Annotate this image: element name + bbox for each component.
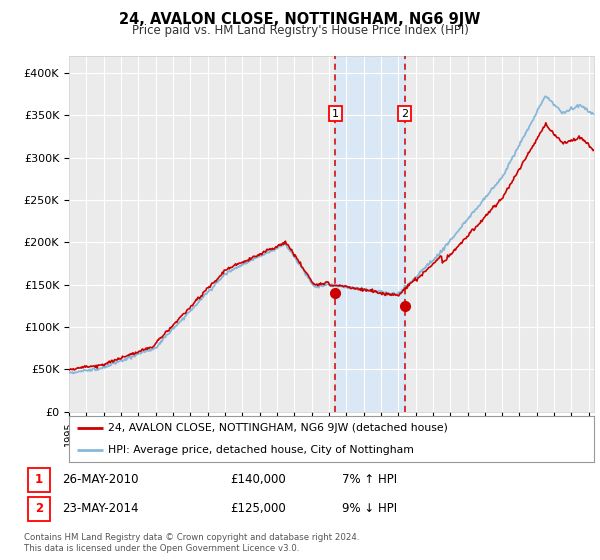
Text: 7% ↑ HPI: 7% ↑ HPI [342, 473, 397, 486]
Text: 2: 2 [401, 109, 409, 119]
Text: 24, AVALON CLOSE, NOTTINGHAM, NG6 9JW (detached house): 24, AVALON CLOSE, NOTTINGHAM, NG6 9JW (d… [109, 423, 448, 433]
Text: 26-MAY-2010: 26-MAY-2010 [62, 473, 139, 486]
FancyBboxPatch shape [28, 468, 50, 492]
Text: £125,000: £125,000 [230, 502, 286, 515]
Text: HPI: Average price, detached house, City of Nottingham: HPI: Average price, detached house, City… [109, 445, 414, 455]
Text: 1: 1 [332, 109, 339, 119]
Text: 1: 1 [35, 473, 43, 486]
FancyBboxPatch shape [28, 497, 50, 521]
Text: 9% ↓ HPI: 9% ↓ HPI [342, 502, 397, 515]
Text: 24, AVALON CLOSE, NOTTINGHAM, NG6 9JW: 24, AVALON CLOSE, NOTTINGHAM, NG6 9JW [119, 12, 481, 27]
Bar [335, 56, 405, 412]
Text: Price paid vs. HM Land Registry's House Price Index (HPI): Price paid vs. HM Land Registry's House … [131, 24, 469, 36]
Text: £140,000: £140,000 [230, 473, 286, 486]
Text: 2: 2 [35, 502, 43, 515]
Text: 23-MAY-2014: 23-MAY-2014 [62, 502, 139, 515]
Text: Contains HM Land Registry data © Crown copyright and database right 2024.
This d: Contains HM Land Registry data © Crown c… [24, 533, 359, 553]
